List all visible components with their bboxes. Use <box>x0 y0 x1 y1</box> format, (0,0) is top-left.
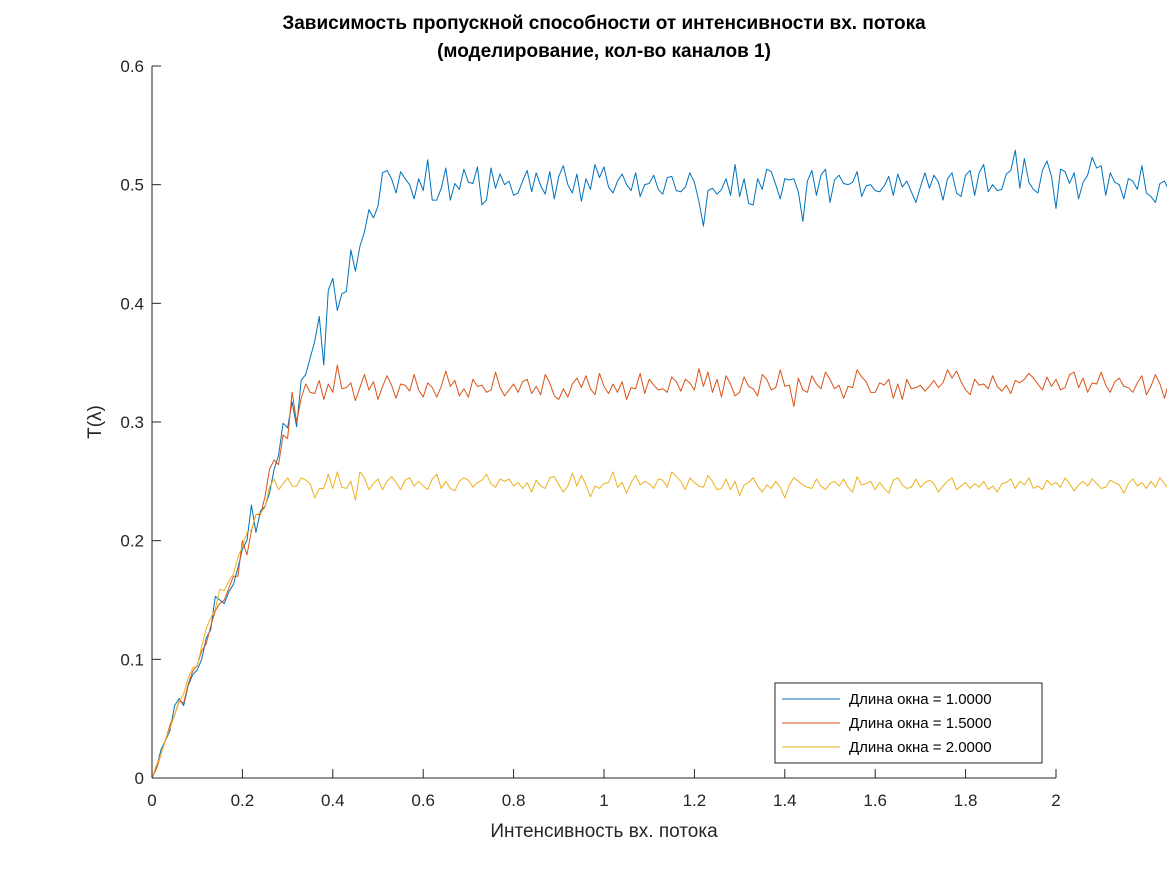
y-tick-label: 0 <box>135 769 144 788</box>
series-line-1 <box>151 149 1167 779</box>
y-tick-label: 0.2 <box>120 532 144 551</box>
x-tick-label: 0 <box>147 791 156 810</box>
x-ticks: 0 0.2 0.4 0.6 0.8 1 1.2 1.4 1.6 1.8 2 <box>147 769 1061 810</box>
chart-subtitle: (моделирование, кол-во каналов 1) <box>437 41 771 62</box>
x-tick-label: 1.6 <box>863 791 887 810</box>
x-tick-label: 1 <box>599 791 608 810</box>
x-tick-label: 0.8 <box>502 791 526 810</box>
y-tick-label: 0.5 <box>120 176 144 195</box>
x-tick-label: 2 <box>1051 791 1060 810</box>
y-ticks: 0 0.1 0.2 0.3 0.4 0.5 0.6 <box>120 57 161 788</box>
x-tick-label: 1.4 <box>773 791 797 810</box>
x-axis-label: Интенсивность вх. потока <box>490 821 718 842</box>
x-tick-label: 0.4 <box>321 791 345 810</box>
plot-area <box>152 66 1056 778</box>
legend-label-1: Длина окна = 1.0000 <box>849 691 992 708</box>
legend-label-2: Длина окна = 1.5000 <box>849 715 992 732</box>
y-axis-label: T(λ) <box>85 405 106 439</box>
chart-title: Зависимость пропускной способности от ин… <box>282 13 926 34</box>
legend-label-3: Длина окна = 2.0000 <box>849 739 992 756</box>
series-layer <box>151 149 1167 779</box>
x-tick-label: 0.6 <box>411 791 435 810</box>
x-tick-label: 0.2 <box>231 791 255 810</box>
legend: Длина окна = 1.0000 Длина окна = 1.5000 … <box>774 682 1043 764</box>
x-tick-label: 1.8 <box>954 791 978 810</box>
series-line-2 <box>151 364 1167 779</box>
y-tick-label: 0.3 <box>120 413 144 432</box>
series-line-3 <box>151 471 1167 779</box>
y-tick-label: 0.4 <box>120 294 144 313</box>
x-tick-label: 1.2 <box>683 791 707 810</box>
y-tick-label: 0.1 <box>120 650 144 669</box>
y-tick-label: 0.6 <box>120 57 144 76</box>
